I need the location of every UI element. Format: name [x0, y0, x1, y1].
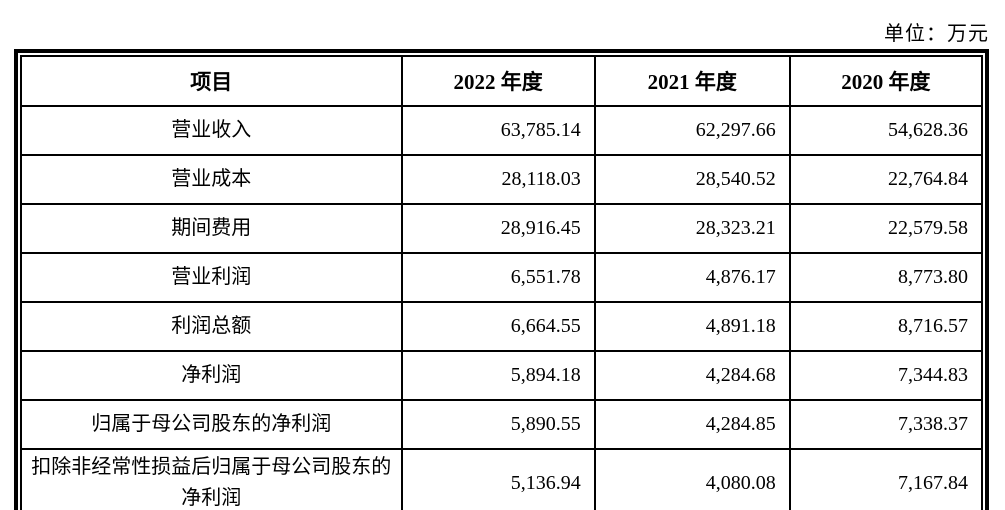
value-2020: 7,338.37 — [788, 399, 984, 450]
table-row-total-profit: 利润总额 6,664.55 4,891.18 8,716.57 — [20, 301, 984, 352]
value-2020: 22,764.84 — [788, 154, 984, 205]
value-2020: 7,167.84 — [788, 448, 984, 510]
value-2021: 28,323.21 — [593, 203, 791, 254]
value-2022: 6,551.78 — [400, 252, 596, 303]
table-row-net-profit-to-parent-excl-nonrecurring: 扣除非经常性损益后归属于母公司股东的净利润 5,136.94 4,080.08 … — [20, 448, 984, 510]
row-label: 扣除非经常性损益后归属于母公司股东的净利润 — [20, 448, 403, 510]
unit-label: 单位：万元 — [884, 23, 989, 45]
column-header-item: 项目 — [20, 55, 403, 107]
table-row-period-expenses: 期间费用 28,916.45 28,323.21 22,579.58 — [20, 203, 984, 254]
row-label: 期间费用 — [20, 203, 403, 254]
table-row-net-profit-to-parent: 归属于母公司股东的净利润 5,890.55 4,284.85 7,338.37 — [20, 399, 984, 450]
value-2022: 28,118.03 — [400, 154, 596, 205]
value-2022: 28,916.45 — [400, 203, 596, 254]
value-2021: 4,080.08 — [593, 448, 791, 510]
value-2021: 4,284.85 — [593, 399, 791, 450]
row-label: 营业利润 — [20, 252, 403, 303]
value-2020: 8,773.80 — [788, 252, 984, 303]
value-2021: 4,891.18 — [593, 301, 791, 352]
table-row-operating-profit: 营业利润 6,551.78 4,876.17 8,773.80 — [20, 252, 984, 303]
row-label: 净利润 — [20, 350, 403, 401]
row-label: 归属于母公司股东的净利润 — [20, 399, 403, 450]
value-2020: 22,579.58 — [788, 203, 984, 254]
value-2020: 7,344.83 — [788, 350, 984, 401]
value-2022: 5,890.55 — [400, 399, 596, 450]
table-row-operating-revenue: 营业收入 63,785.14 62,297.66 54,628.36 — [20, 105, 984, 156]
table-row-net-profit: 净利润 5,894.18 4,284.68 7,344.83 — [20, 350, 984, 401]
value-2022: 6,664.55 — [400, 301, 596, 352]
header-row: 项目 2022 年度 2021 年度 2020 年度 — [20, 55, 984, 107]
column-header-2021: 2021 年度 — [593, 55, 791, 107]
value-2022: 63,785.14 — [400, 105, 596, 156]
value-2022: 5,136.94 — [400, 448, 596, 510]
financial-table: 项目 2022 年度 2021 年度 2020 年度 营业收入 63,785.1… — [20, 55, 984, 510]
column-header-2020: 2020 年度 — [788, 55, 984, 107]
row-label: 利润总额 — [20, 301, 403, 352]
value-2020: 54,628.36 — [788, 105, 984, 156]
row-label: 营业成本 — [20, 154, 403, 205]
value-2021: 62,297.66 — [593, 105, 791, 156]
financial-table-border: 项目 2022 年度 2021 年度 2020 年度 营业收入 63,785.1… — [14, 49, 989, 510]
column-header-2022: 2022 年度 — [400, 55, 596, 107]
row-label: 营业收入 — [20, 105, 403, 156]
table-row-operating-cost: 营业成本 28,118.03 28,540.52 22,764.84 — [20, 154, 984, 205]
value-2021: 4,284.68 — [593, 350, 791, 401]
value-2021: 4,876.17 — [593, 252, 791, 303]
value-2022: 5,894.18 — [400, 350, 596, 401]
value-2020: 8,716.57 — [788, 301, 984, 352]
value-2021: 28,540.52 — [593, 154, 791, 205]
